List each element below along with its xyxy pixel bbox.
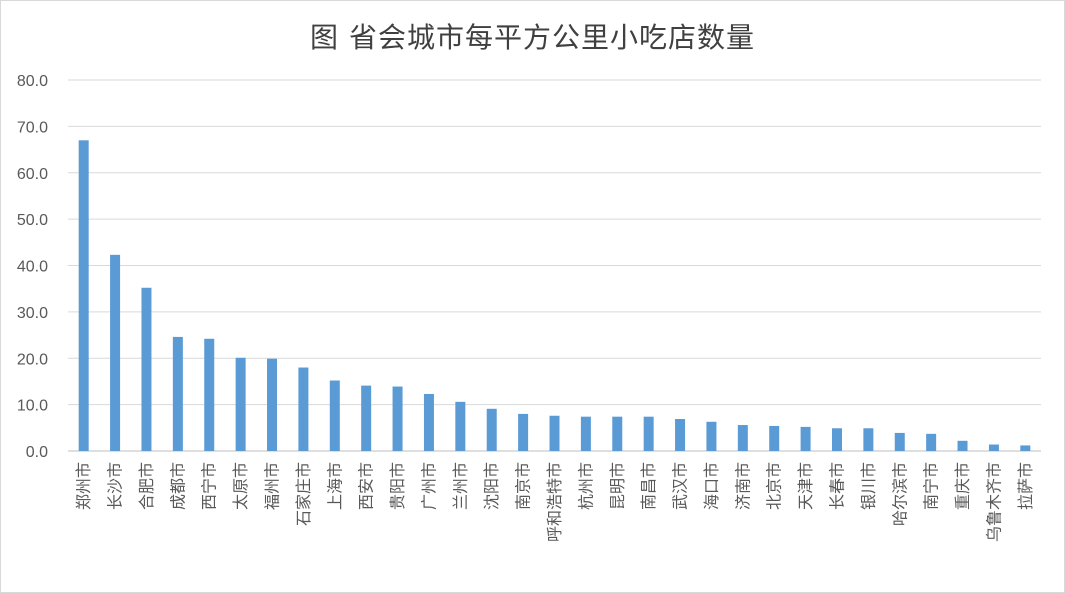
x-tick-label: 贵阳市 bbox=[388, 462, 407, 510]
x-tick-label: 长沙市 bbox=[106, 462, 125, 510]
bar bbox=[518, 413, 529, 451]
bar bbox=[141, 287, 152, 451]
x-tick-label: 太原市 bbox=[231, 462, 250, 510]
x-tick-label: 重庆市 bbox=[953, 462, 972, 510]
x-tick-label: 沈阳市 bbox=[482, 462, 501, 510]
bar bbox=[894, 432, 905, 451]
bar bbox=[361, 385, 372, 451]
x-tick-label: 哈尔滨市 bbox=[890, 462, 909, 526]
x-tick-label: 南宁市 bbox=[922, 462, 941, 510]
bar bbox=[675, 419, 686, 451]
x-tick-label: 石家庄市 bbox=[294, 462, 313, 526]
bar bbox=[172, 336, 183, 451]
y-tick-label: 80.0 bbox=[17, 73, 48, 90]
x-tick-label: 郑州市 bbox=[74, 462, 93, 510]
chart-title: 图 省会城市每平方公里小吃店数量 bbox=[310, 21, 755, 54]
bar bbox=[110, 254, 121, 451]
bar bbox=[580, 416, 591, 451]
bar bbox=[235, 357, 246, 451]
x-tick-label: 济南市 bbox=[733, 462, 752, 510]
y-tick-label: 40.0 bbox=[17, 259, 48, 276]
bar bbox=[1020, 445, 1031, 451]
x-tick-label: 昆明市 bbox=[608, 462, 627, 510]
y-tick-label: 60.0 bbox=[17, 166, 48, 183]
x-tick-label: 西安市 bbox=[357, 462, 376, 510]
y-tick-label: 0.0 bbox=[26, 444, 48, 461]
x-tick-label: 南京市 bbox=[514, 462, 533, 510]
x-tick-label: 海口市 bbox=[702, 462, 721, 510]
y-tick-label: 50.0 bbox=[17, 212, 48, 229]
bar bbox=[78, 140, 89, 451]
bar bbox=[800, 426, 811, 451]
x-tick-label: 北京市 bbox=[765, 462, 784, 510]
bar bbox=[926, 433, 937, 451]
y-tick-label: 70.0 bbox=[17, 119, 48, 136]
y-tick-label: 30.0 bbox=[17, 305, 48, 322]
x-tick-label: 拉萨市 bbox=[1016, 462, 1035, 510]
x-tick-label: 广州市 bbox=[419, 462, 438, 510]
x-tick-label: 长春市 bbox=[827, 462, 846, 510]
bar bbox=[204, 338, 215, 451]
bar bbox=[988, 444, 999, 451]
x-tick-label: 乌鲁木齐市 bbox=[984, 462, 1003, 542]
bar bbox=[863, 428, 874, 451]
x-tick-label: 西宁市 bbox=[200, 462, 219, 510]
x-tick-label: 杭州市 bbox=[576, 462, 595, 510]
x-tick-label: 南昌市 bbox=[639, 462, 658, 510]
bar bbox=[486, 408, 497, 451]
x-tick-label: 呼和浩特市 bbox=[545, 462, 564, 542]
bar bbox=[455, 401, 466, 451]
bar bbox=[643, 416, 654, 451]
bar bbox=[737, 425, 748, 451]
x-tick-label: 福州市 bbox=[263, 462, 282, 510]
x-tick-label: 合肥市 bbox=[137, 462, 156, 510]
bar bbox=[423, 393, 434, 451]
bar bbox=[831, 428, 842, 451]
bar bbox=[392, 386, 403, 451]
bar bbox=[267, 358, 278, 451]
x-tick-label: 银川市 bbox=[859, 462, 878, 510]
x-tick-label: 天津市 bbox=[796, 462, 815, 510]
x-tick-label: 武汉市 bbox=[671, 462, 690, 510]
x-tick-label: 上海市 bbox=[325, 462, 344, 510]
bar bbox=[706, 421, 717, 451]
x-tick-label: 成都市 bbox=[168, 462, 187, 510]
bar bbox=[612, 416, 623, 451]
y-tick-label: 10.0 bbox=[17, 398, 48, 415]
bar bbox=[329, 380, 340, 451]
bar bbox=[957, 440, 968, 451]
bar bbox=[769, 425, 780, 451]
bar bbox=[298, 367, 309, 451]
x-tick-label: 兰州市 bbox=[451, 462, 470, 510]
bar bbox=[549, 415, 560, 451]
y-tick-label: 20.0 bbox=[17, 351, 48, 368]
